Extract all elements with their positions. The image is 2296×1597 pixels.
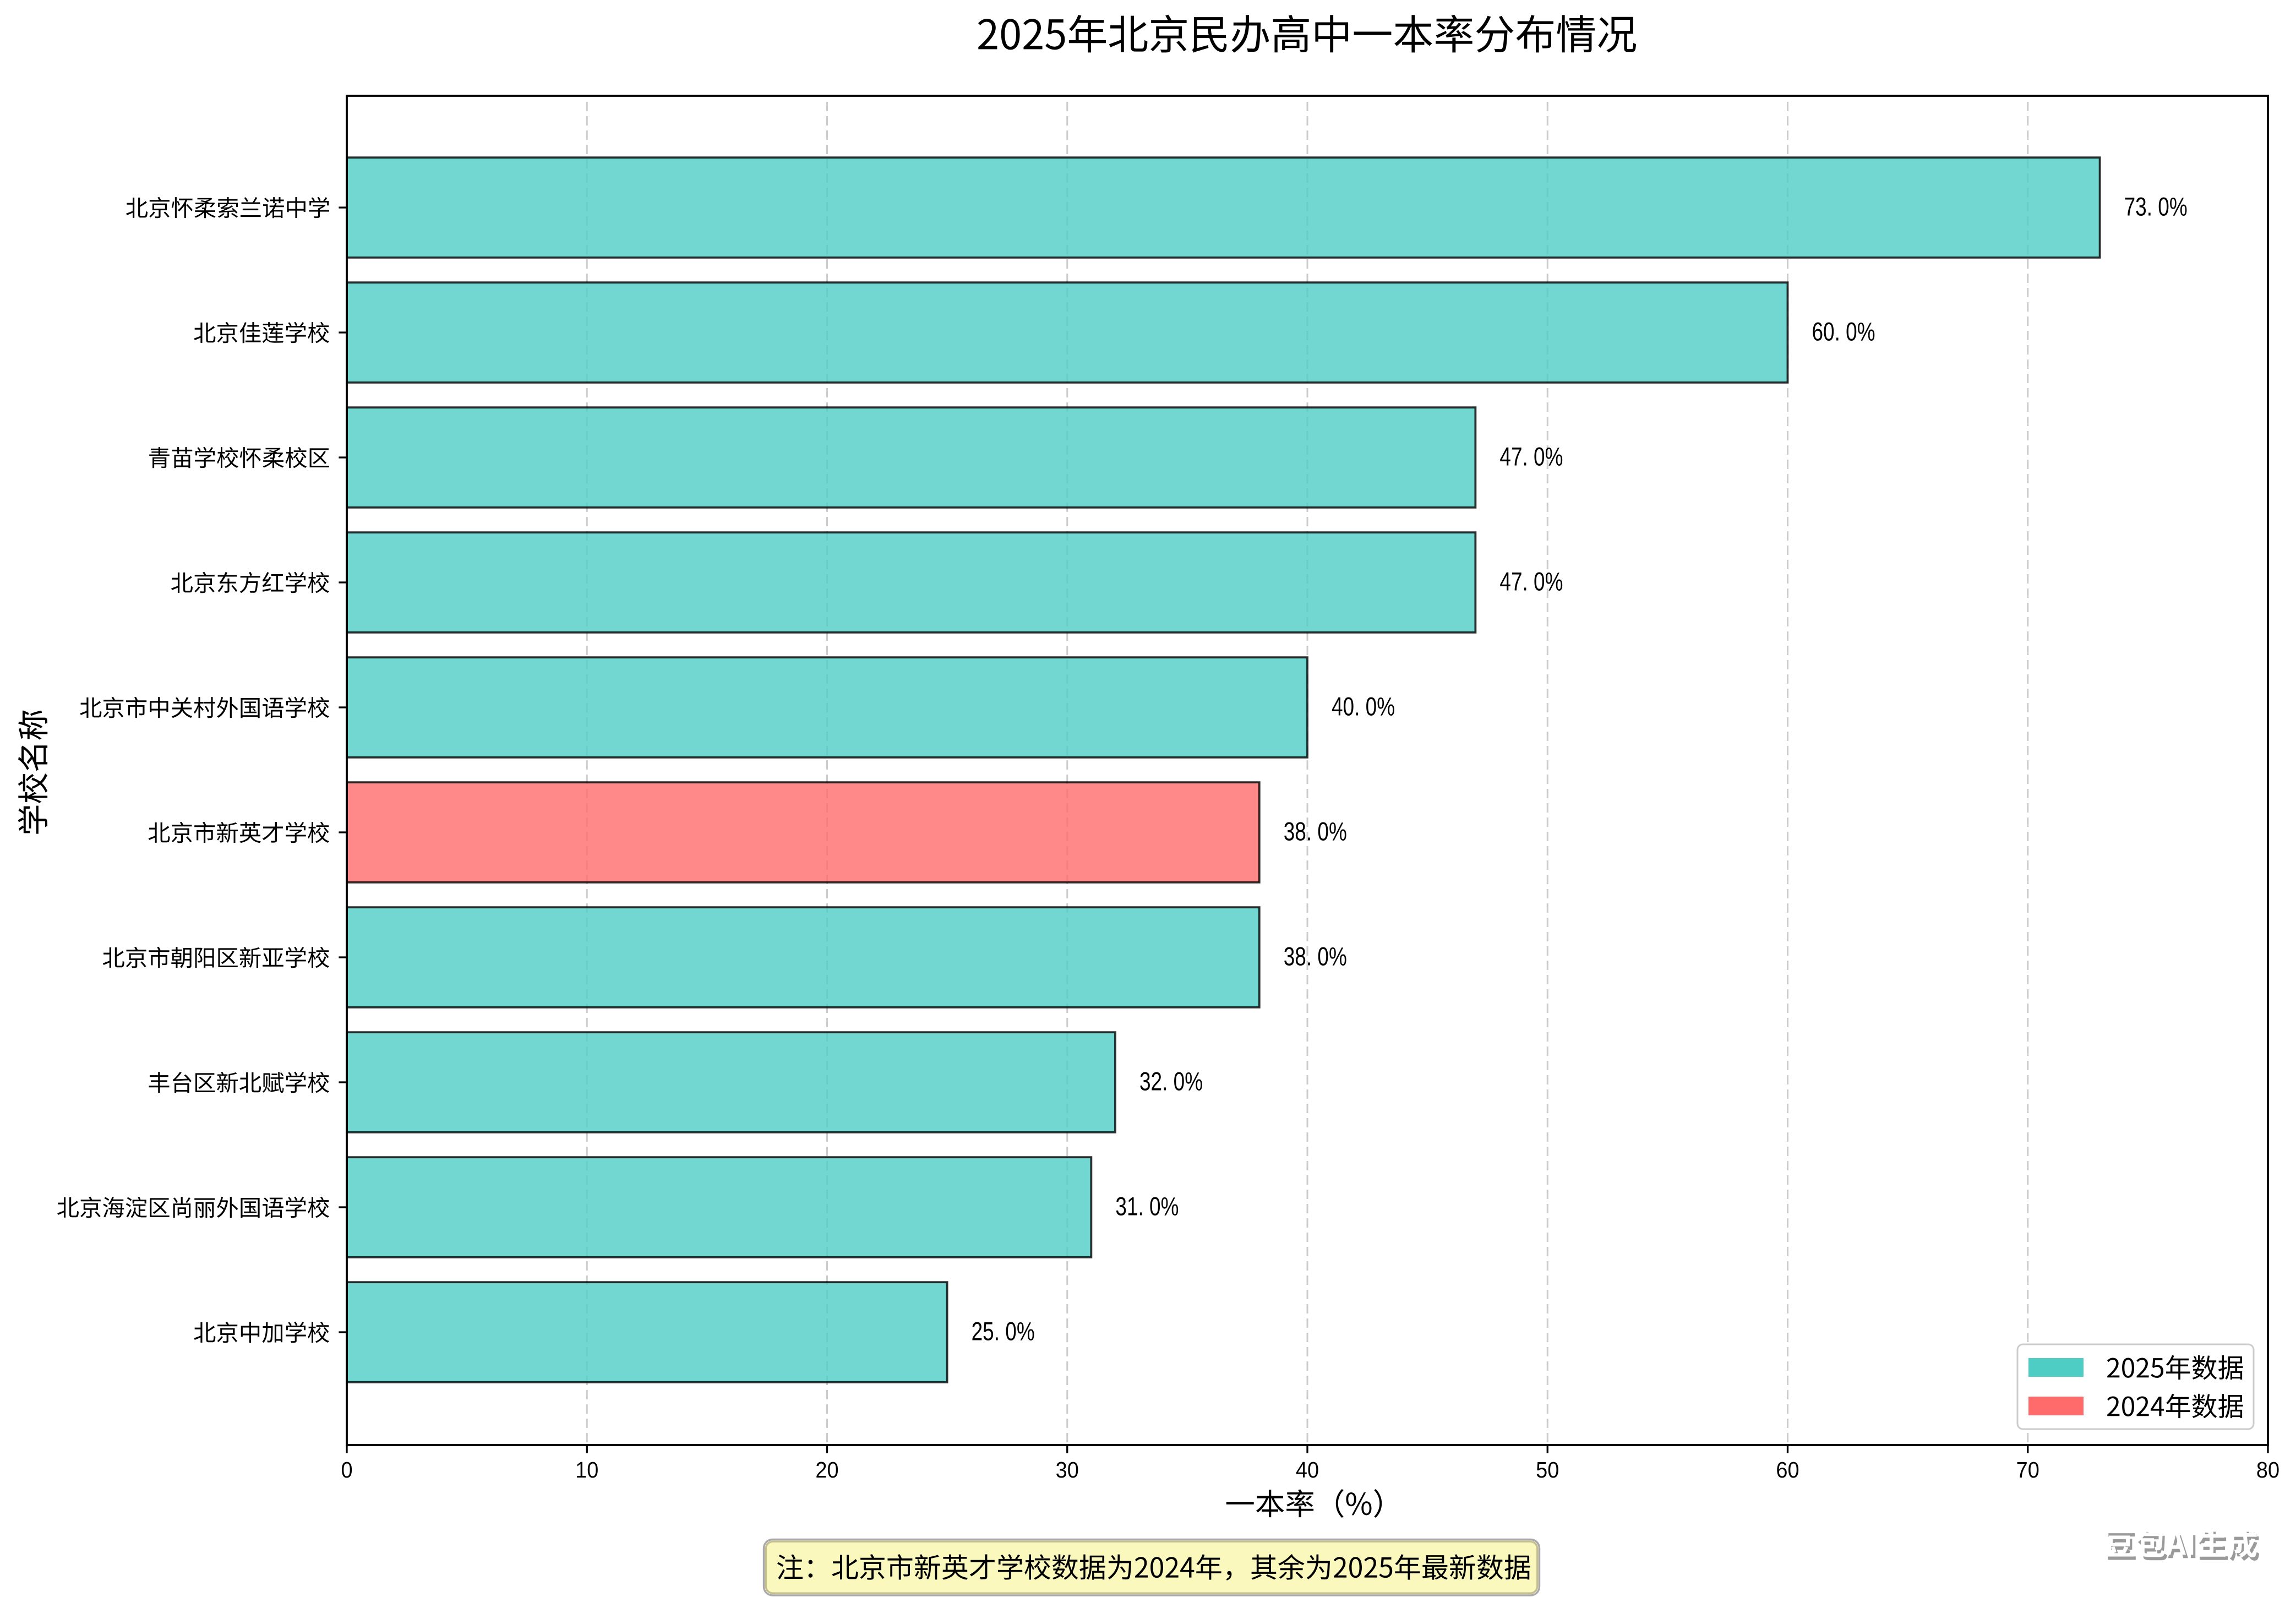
svg-text:38. 0%: 38. 0% — [1284, 817, 1347, 846]
svg-text:70: 70 — [2016, 1458, 2039, 1483]
svg-text:10: 10 — [575, 1458, 598, 1483]
svg-text:50: 50 — [1536, 1458, 1559, 1483]
svg-text:0: 0 — [341, 1458, 352, 1483]
svg-text:30: 30 — [1056, 1458, 1079, 1483]
svg-text:40. 0%: 40. 0% — [1332, 693, 1395, 721]
svg-text:25. 0%: 25. 0% — [972, 1317, 1035, 1346]
svg-text:20: 20 — [815, 1458, 838, 1483]
svg-text:80: 80 — [2256, 1458, 2279, 1483]
svg-text:47. 0%: 47. 0% — [1499, 443, 1563, 471]
svg-text:40: 40 — [1296, 1458, 1319, 1483]
svg-text:31. 0%: 31. 0% — [1115, 1192, 1179, 1221]
svg-text:73. 0%: 73. 0% — [2124, 193, 2188, 221]
svg-text:60. 0%: 60. 0% — [1812, 318, 1875, 346]
svg-text:38. 0%: 38. 0% — [1284, 942, 1347, 971]
svg-text:32. 0%: 32. 0% — [1139, 1067, 1203, 1096]
svg-text:60: 60 — [1776, 1458, 1799, 1483]
svg-text:47. 0%: 47. 0% — [1499, 568, 1563, 596]
